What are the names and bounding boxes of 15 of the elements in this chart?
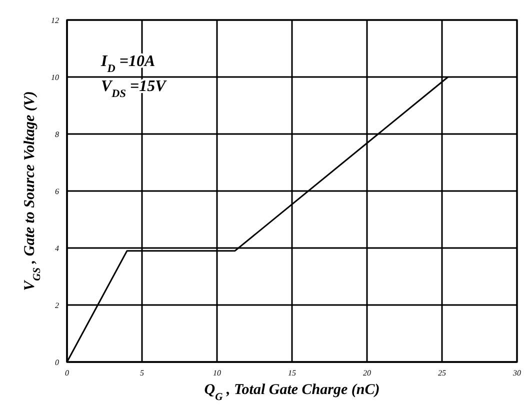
y-tick-label: 12 [51, 16, 59, 25]
y-tick-label: 2 [55, 300, 59, 310]
x-tick-label: 20 [363, 368, 371, 378]
x-tick-label: 30 [512, 368, 521, 378]
x-tick-label: 25 [438, 368, 446, 378]
x-tick-label: 0 [65, 368, 69, 378]
x-axis-title: Q$_{G}$ , Total Gate Charge (nC) [204, 382, 380, 402]
y-tick-label: 8 [55, 130, 59, 139]
y-tick-label: 6 [55, 186, 59, 196]
y-tick-label: 4 [55, 244, 59, 253]
x-tick-label: 15 [288, 368, 296, 378]
x-tick-label: 5 [140, 368, 144, 378]
y-tick-label: 0 [55, 358, 59, 367]
y-tick-label: 10 [51, 72, 59, 82]
x-tick-label: 10 [213, 368, 221, 378]
